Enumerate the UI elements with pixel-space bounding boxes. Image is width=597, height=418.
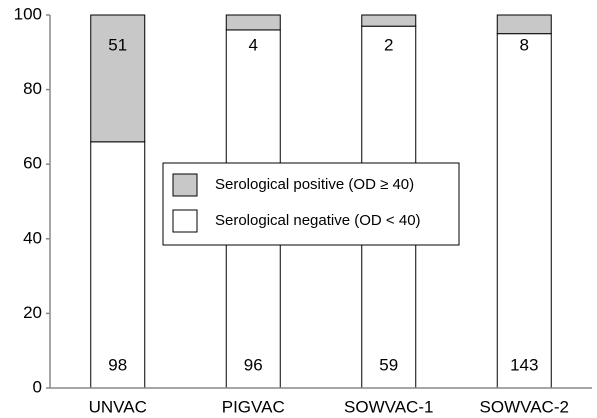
x-tick-label: SOWVAC-1	[344, 397, 433, 416]
legend: Serological positive (OD ≥ 40) Serologica…	[162, 162, 460, 246]
count-label: 96	[244, 355, 263, 374]
y-tick-label: 80	[23, 79, 42, 98]
y-tick-label: 20	[23, 303, 42, 322]
count-label: 143	[510, 355, 538, 374]
count-label: 8	[520, 35, 529, 54]
legend-swatch	[172, 209, 198, 233]
y-tick-label: 0	[33, 377, 42, 396]
bar-segment	[90, 14, 146, 143]
legend-box	[162, 162, 460, 246]
bar-segment	[225, 14, 281, 31]
bar-segment	[361, 14, 417, 27]
bar-segment	[90, 141, 146, 389]
legend-label: Serological negative (OD < 40)	[215, 212, 421, 229]
count-label: 2	[384, 35, 393, 54]
x-tick-label: SOWVAC-2	[480, 397, 569, 416]
count-label: 59	[379, 355, 398, 374]
count-label: 51	[108, 35, 127, 54]
legend-swatch	[172, 173, 198, 197]
y-tick-label: 60	[23, 154, 42, 173]
bar-segment	[496, 33, 552, 389]
legend-label: Serological positive (OD ≥ 40)	[215, 176, 414, 193]
x-tick-label: PIGVAC	[222, 397, 285, 416]
count-label: 4	[249, 35, 258, 54]
bar-segment	[496, 14, 552, 35]
x-tick-label: UNVAC	[89, 397, 147, 416]
y-tick-label: 40	[23, 228, 42, 247]
y-tick-label: 100	[14, 4, 42, 23]
count-label: 98	[108, 355, 127, 374]
